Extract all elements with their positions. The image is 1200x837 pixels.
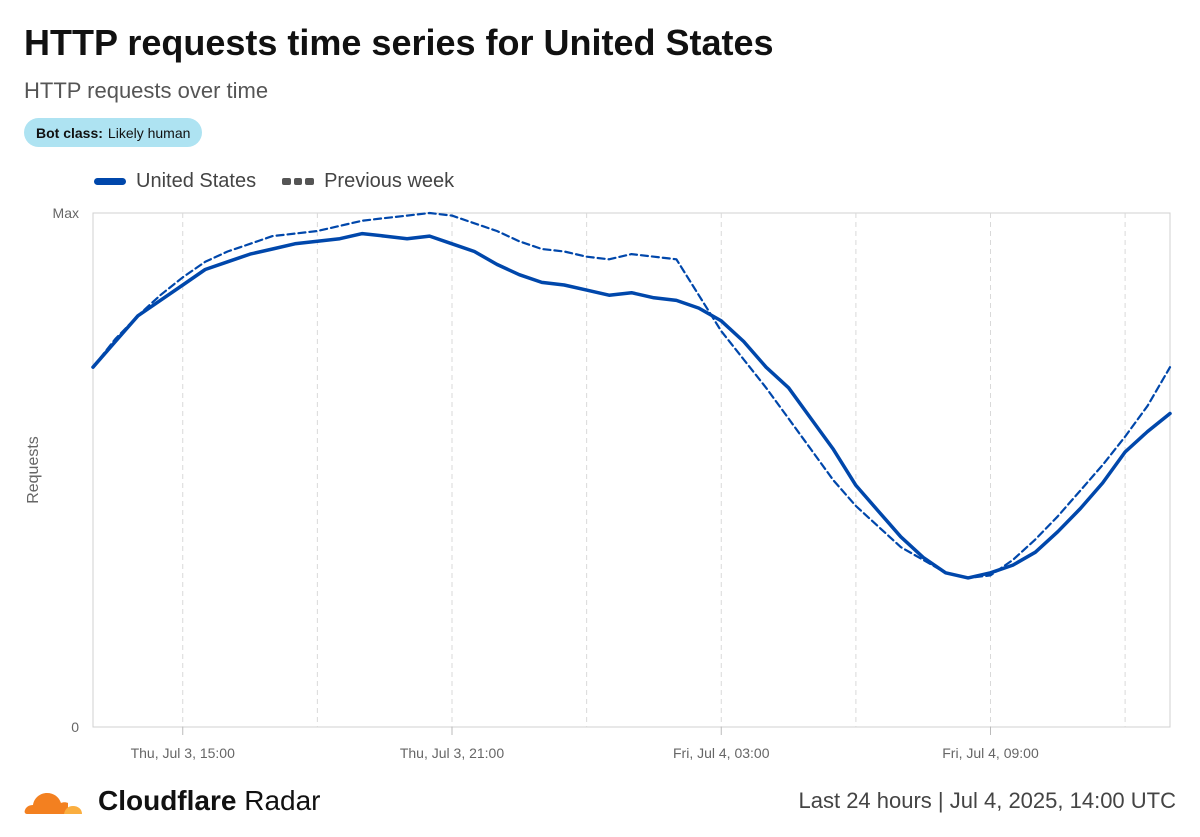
badge-key: Bot class: xyxy=(36,124,103,141)
page-title: HTTP requests time series for United Sta… xyxy=(24,22,774,63)
legend-label-previous-week: Previous week xyxy=(324,170,455,192)
cloudflare-radar-brand: Cloudflare Radar xyxy=(24,785,321,817)
badge-value: Likely human xyxy=(107,124,191,141)
legend-item-previous-week[interactable]: Previous week xyxy=(282,170,454,193)
x-tick-label-0: Thu, Jul 3, 15:00 xyxy=(131,745,236,761)
bot-class-badge[interactable]: Bot class: Likely human xyxy=(24,118,203,147)
y-axis-title: Requests xyxy=(25,436,42,504)
legend-swatch-dashed xyxy=(282,178,315,185)
brand-name: Cloudflare xyxy=(98,785,237,816)
brand-product: Radar xyxy=(236,785,321,816)
line-chart: Thu, Jul 3, 15:00 Thu, Jul 3, 21:00 Fri, J… xyxy=(25,205,1172,761)
series-line-united-states xyxy=(91,231,1172,580)
cloudflare-logo-icon xyxy=(24,793,82,814)
y-tick-label-0: 0 xyxy=(71,719,79,735)
time-range-info: Last 24 hours | Jul 4, 2025, 14:00 UTC xyxy=(798,788,1177,813)
legend-item-united-states[interactable]: United States xyxy=(94,170,256,193)
x-tick-label-2: Fri, Jul 4, 03:00 xyxy=(673,745,770,761)
page-subtitle: HTTP requests over time xyxy=(24,78,269,103)
legend-swatch-solid xyxy=(94,178,126,185)
plot-frame xyxy=(92,212,1171,728)
x-tick-label-3: Fri, Jul 4, 09:00 xyxy=(942,745,1039,761)
x-tick-label-1: Thu, Jul 3, 21:00 xyxy=(400,745,505,761)
chart-legend: United States Previous week xyxy=(94,170,454,193)
series-line-previous-week xyxy=(91,211,1172,579)
y-tick-label-max: Max xyxy=(53,205,79,221)
legend-label-united-states: United States xyxy=(136,170,257,192)
